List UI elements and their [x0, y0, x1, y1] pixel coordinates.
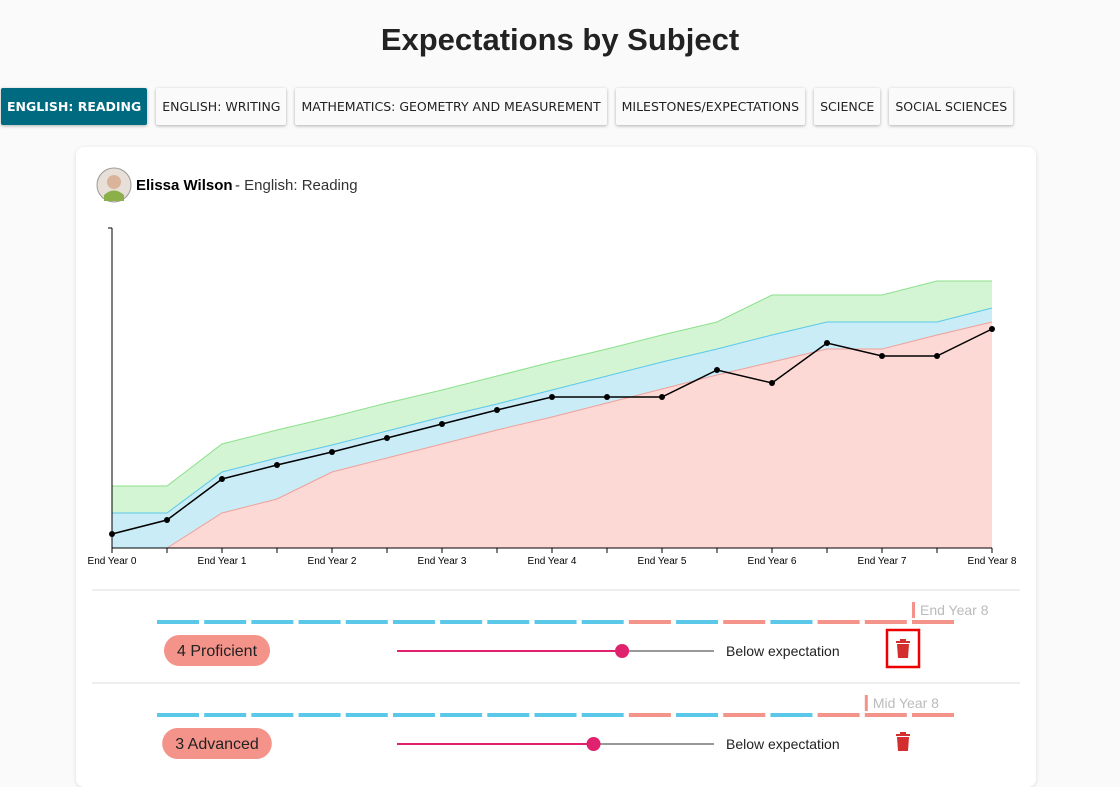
progress-dash: [251, 620, 294, 624]
progress-dash: [487, 620, 530, 624]
x-tick-label: End Year 6: [748, 556, 797, 567]
delete-icon[interactable]: [896, 732, 910, 751]
progress-dash: [440, 713, 483, 717]
score-point: [384, 435, 390, 441]
marker-bar: [864, 695, 868, 711]
progress-dash: [298, 713, 341, 717]
x-tick-label: End Year 4: [528, 556, 577, 567]
marker-label: Mid Year 8: [873, 695, 939, 711]
progress-dash: [581, 620, 624, 624]
progress-dash: [251, 713, 294, 717]
score-point: [989, 326, 995, 332]
band-edge: [112, 280, 992, 487]
progress-dash: [440, 620, 483, 624]
score-point: [549, 394, 555, 400]
slider-knob[interactable]: [586, 737, 601, 751]
progress-dash: [723, 620, 766, 624]
score-point: [109, 531, 115, 537]
score-point: [164, 517, 170, 523]
subject-name: - English: Reading: [235, 177, 358, 194]
progress-dash: [298, 620, 341, 624]
score-point: [274, 462, 280, 468]
level-pill[interactable]: [162, 728, 272, 759]
progress-dash: [392, 620, 435, 624]
marker-bar: [912, 602, 915, 618]
score-point: [879, 353, 885, 359]
progress-dash: [534, 620, 577, 624]
progress-dash: [912, 713, 954, 717]
band-area: [112, 322, 992, 548]
band-edge: [112, 307, 993, 514]
progress-dash: [864, 713, 907, 717]
progress-dash: [392, 713, 435, 717]
progress-dash: [723, 713, 766, 717]
page-title: Expectations by Subject: [380, 22, 740, 57]
band-edge: [112, 321, 993, 549]
progress-dash: [628, 620, 671, 624]
slider-knob[interactable]: [615, 644, 630, 658]
progress-dash: [676, 713, 719, 717]
status-label: Below expectation: [726, 736, 840, 752]
progress-dash: [912, 620, 954, 624]
progress-dash: [204, 713, 247, 717]
progress-dash: [345, 620, 388, 624]
tab[interactable]: SOCIAL SCIENCES: [889, 88, 1014, 125]
score-point: [934, 353, 940, 359]
avatar-face: [107, 175, 121, 189]
marker-label: End Year 8: [920, 602, 989, 618]
score-point: [824, 340, 830, 346]
progress-dash: [345, 713, 388, 717]
highlight-box: [885, 628, 921, 669]
score-point: [439, 421, 445, 427]
progress-dash: [817, 713, 860, 717]
progress-dash: [864, 620, 907, 624]
score-point: [494, 407, 500, 413]
x-tick-label: End Year 7: [858, 556, 907, 567]
tab[interactable]: ENGLISH: WRITING: [156, 88, 287, 125]
x-tick-label: End Year 3: [418, 556, 467, 567]
progress-dash: [628, 713, 671, 717]
progress-dash: [534, 713, 577, 717]
progress-dash: [157, 713, 199, 717]
status-label: Below expectation: [726, 643, 840, 659]
x-tick-label: End Year 0: [88, 556, 137, 567]
tab-bar: ENGLISH: READING ENGLISH: WRITING MATHEMAT…: [1, 88, 1014, 125]
progress-dash: [770, 620, 813, 624]
tab[interactable]: MATHEMATICS: GEOMETRY AND MEASUREMENT: [295, 88, 607, 125]
progress-dash: [487, 713, 530, 717]
progress-dash: [581, 713, 624, 717]
tab[interactable]: SCIENCE: [814, 88, 881, 125]
x-tick-label: End Year 8: [968, 556, 1017, 567]
delete-icon[interactable]: [896, 639, 910, 658]
student-name: Elissa Wilson: [136, 177, 233, 194]
score-point: [329, 449, 335, 455]
avatar-body: [104, 190, 124, 201]
score-point: [714, 367, 720, 373]
score-point: [604, 394, 610, 400]
level-pill[interactable]: [163, 635, 271, 666]
score-point: [659, 394, 665, 400]
tab[interactable]: ENGLISH: READING: [1, 88, 148, 125]
progress-dash: [817, 620, 860, 624]
level-label: 4 Proficient: [177, 643, 258, 660]
progress-dash: [676, 620, 719, 624]
progress-dash: [157, 620, 199, 624]
x-tick-label: End Year 5: [638, 556, 687, 567]
x-tick-label: End Year 2: [308, 556, 357, 567]
progress-dash: [770, 713, 813, 717]
tab[interactable]: MILESTONES/EXPECTATIONS: [615, 88, 806, 125]
score-point: [219, 476, 225, 482]
score-point: [769, 380, 775, 386]
level-label: 3 Advanced: [175, 736, 259, 753]
progress-dash: [204, 620, 247, 624]
x-tick-label: End Year 1: [198, 556, 247, 567]
